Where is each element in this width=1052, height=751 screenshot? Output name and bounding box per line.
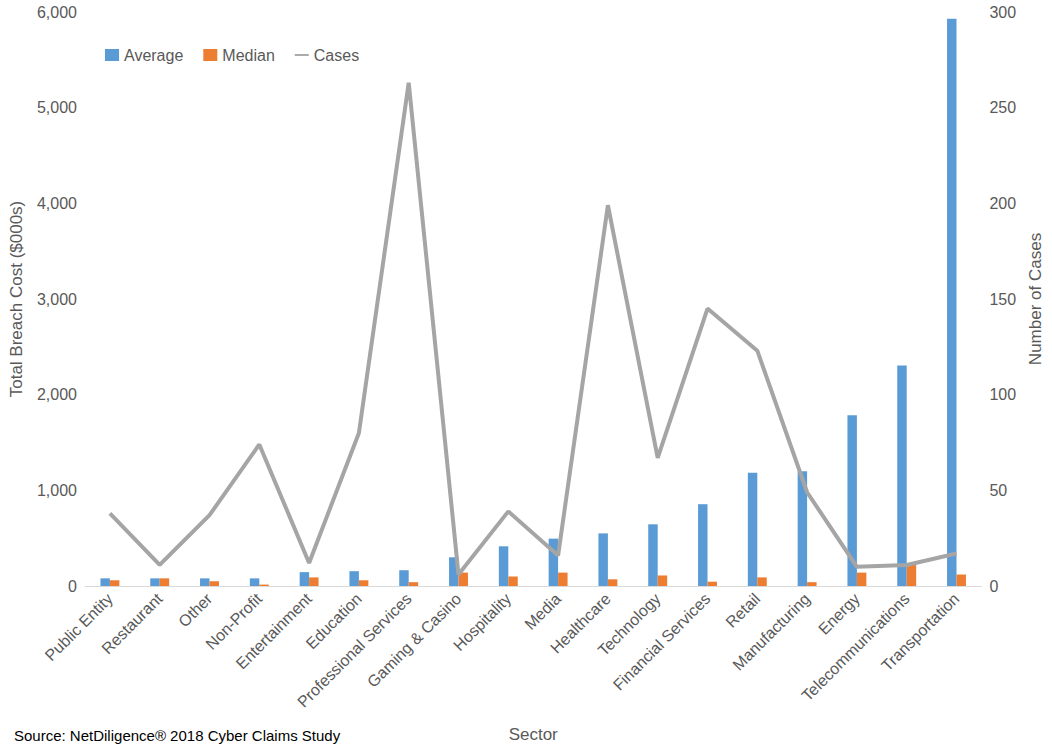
svg-text:Healthcare: Healthcare xyxy=(547,590,614,657)
svg-text:200: 200 xyxy=(989,195,1016,212)
svg-text:Restaurant: Restaurant xyxy=(98,590,166,658)
svg-text:Technology: Technology xyxy=(594,590,664,660)
svg-text:5,000: 5,000 xyxy=(37,99,77,116)
svg-text:Entertainment: Entertainment xyxy=(233,590,316,673)
svg-text:Number of Cases: Number of Cases xyxy=(1026,233,1045,365)
svg-text:150: 150 xyxy=(989,291,1016,308)
svg-text:Sector: Sector xyxy=(509,725,558,744)
svg-text:300: 300 xyxy=(989,4,1016,21)
svg-text:Transportation: Transportation xyxy=(878,590,962,674)
svg-text:Financial Services: Financial Services xyxy=(610,590,714,694)
svg-text:250: 250 xyxy=(989,99,1016,116)
svg-text:Median: Median xyxy=(222,47,274,64)
svg-text:50: 50 xyxy=(989,482,1007,499)
svg-text:Retail: Retail xyxy=(722,590,763,631)
svg-text:Average: Average xyxy=(124,47,183,64)
svg-text:Total Breach Cost ($000s): Total Breach Cost ($000s) xyxy=(7,201,26,398)
svg-text:Manufacturing: Manufacturing xyxy=(729,590,813,674)
svg-text:Education: Education xyxy=(302,590,365,653)
svg-text:Cases: Cases xyxy=(314,47,359,64)
svg-text:0: 0 xyxy=(68,578,77,595)
svg-text:4,000: 4,000 xyxy=(37,195,77,212)
svg-text:Gaming & Casino: Gaming & Casino xyxy=(364,590,465,691)
svg-text:Media: Media xyxy=(521,590,564,633)
svg-text:2,000: 2,000 xyxy=(37,386,77,403)
svg-text:Energy: Energy xyxy=(815,590,863,638)
svg-text:Hospitality: Hospitality xyxy=(450,590,514,654)
svg-text:6,000: 6,000 xyxy=(37,4,77,21)
svg-text:Telecommunications: Telecommunications xyxy=(798,590,913,705)
svg-text:1,000: 1,000 xyxy=(37,482,77,499)
svg-text:Source: NetDiligence® 2018 Cyb: Source: NetDiligence® 2018 Cyber Claims … xyxy=(14,727,341,744)
svg-text:100: 100 xyxy=(989,386,1016,403)
svg-text:Public Entity: Public Entity xyxy=(42,590,116,664)
svg-text:0: 0 xyxy=(989,578,998,595)
svg-text:Professional Services: Professional Services xyxy=(294,590,415,711)
svg-text:Non-Profit: Non-Profit xyxy=(202,590,266,653)
svg-text:3,000: 3,000 xyxy=(37,291,77,308)
svg-text:Other: Other xyxy=(175,590,216,631)
